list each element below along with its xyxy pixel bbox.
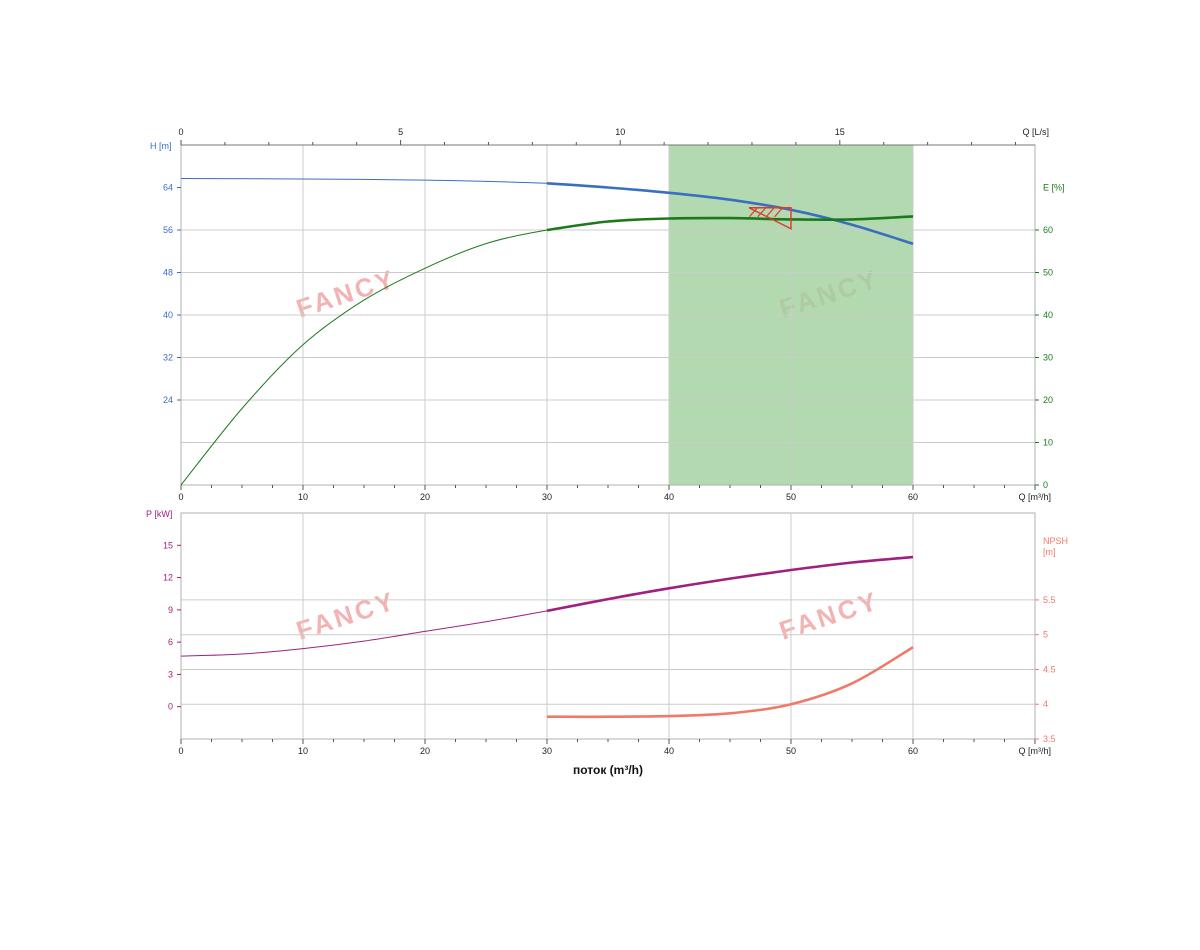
head-curve-duty-segment (546, 182, 914, 246)
left-tick-label: 32 (163, 353, 173, 363)
x-tick-label: 40 (664, 492, 674, 502)
x-tick-label: 0 (178, 746, 183, 756)
top-tick-label: 15 (835, 127, 845, 137)
watermark-3: FANCY (293, 585, 400, 645)
x-tick-label: 40 (664, 746, 674, 756)
right-axis-label: E [%] (1043, 183, 1065, 193)
right-axis-label-line2: [m] (1043, 547, 1056, 557)
right-tick-label: 4.5 (1043, 664, 1056, 674)
left-tick-label: 12 (163, 573, 173, 583)
left-tick-label: 3 (168, 669, 173, 679)
right-tick-label: 30 (1043, 353, 1053, 363)
x-tick-label: 20 (420, 746, 430, 756)
x-tick-label: 10 (298, 746, 308, 756)
x-tick-label: 60 (908, 746, 918, 756)
left-tick-label: 24 (163, 395, 173, 405)
right-tick-label: 20 (1043, 395, 1053, 405)
npsh-curve-duty-segment (546, 646, 914, 719)
left-tick-label: 9 (168, 605, 173, 615)
x-tick-label: 50 (786, 492, 796, 502)
right-axis-label-line1: NPSH (1043, 536, 1068, 546)
left-tick-label: 15 (163, 540, 173, 550)
left-tick-label: 64 (163, 183, 173, 193)
right-tick-label: 40 (1043, 310, 1053, 320)
efficiency-curve-duty-segment (546, 215, 914, 232)
top-axis-unit-label: Q [L/s] (1022, 127, 1049, 137)
x-tick-label: 60 (908, 492, 918, 502)
top-tick-label: 10 (615, 127, 625, 137)
left-tick-label: 56 (163, 225, 173, 235)
operating-point-hatch (757, 207, 767, 218)
x-tick-label: 30 (542, 746, 552, 756)
x-tick-label: 30 (542, 492, 552, 502)
x-tick-label: 20 (420, 492, 430, 502)
head-efficiency-panel: 0 10 20 30 40 50 60 Q [m³/h] 0 5 10 15 Q [L/s] 24 32 40… (150, 127, 1065, 502)
operating-point-hatch (748, 207, 758, 218)
operating-point-marker (748, 207, 792, 230)
x-axis-title: поток (m³/h) (573, 763, 643, 777)
x-unit-label: Q [m³/h] (1018, 746, 1051, 756)
right-tick-label: 4 (1043, 699, 1048, 709)
npsh-curve-line (546, 646, 914, 718)
left-tick-label: 40 (163, 310, 173, 320)
left-tick-label: 6 (168, 637, 173, 647)
right-tick-label: 10 (1043, 438, 1053, 448)
left-axis-label: H [m] (150, 141, 172, 151)
top-tick-label: 0 (178, 127, 183, 137)
operating-point-hatch (774, 207, 784, 218)
right-tick-label: 60 (1043, 225, 1053, 235)
right-tick-label: 50 (1043, 268, 1053, 278)
x-tick-label: 0 (178, 492, 183, 502)
x-tick-label: 10 (298, 492, 308, 502)
right-tick-label: 3.5 (1043, 734, 1056, 744)
left-axis-label: P [kW] (146, 509, 172, 519)
right-tick-label: 0 (1043, 480, 1048, 490)
operating-point-hatch (765, 207, 775, 218)
left-tick-label: 0 (168, 702, 173, 712)
top-tick-label: 5 (398, 127, 403, 137)
right-tick-label: 5 (1043, 630, 1048, 640)
power-curve-duty-segment (546, 555, 914, 613)
left-tick-label: 48 (163, 268, 173, 278)
x-unit-label: Q [m³/h] (1018, 492, 1051, 502)
x-tick-label: 50 (786, 746, 796, 756)
right-tick-label: 5.5 (1043, 595, 1056, 605)
watermark-4: FANCY (776, 585, 883, 645)
power-npsh-panel: 0 10 20 30 40 50 60 Q [m³/h] 0 3 6 9 12 15 P [kW] 3.5 4 4… (146, 509, 1068, 756)
